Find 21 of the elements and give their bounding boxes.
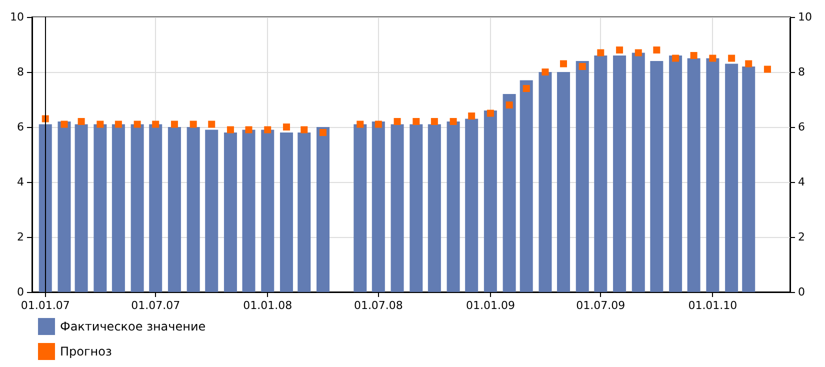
- y2-tick-label: 4: [798, 176, 805, 188]
- x-tick-label: 01.07.09: [576, 299, 626, 312]
- y-tick-label: 6: [17, 120, 24, 134]
- y2-tick-label: 8: [798, 66, 805, 78]
- x-tick-label: 01.01.07: [20, 299, 70, 312]
- legend-label: Фактическое значение: [60, 320, 206, 334]
- y-tick-label: 0: [17, 286, 24, 298]
- x-tick-label: 01.01.10: [688, 299, 738, 312]
- y-tick-label: 2: [17, 230, 24, 244]
- x-tick-label: 01.01.08: [243, 299, 292, 312]
- y-tick-label: 8: [17, 66, 24, 78]
- y2-tick-label: 0: [798, 286, 805, 298]
- y2-tick-label: 6: [798, 120, 805, 134]
- legend-label: Прогноз: [60, 344, 112, 358]
- x-tick-label: 01.01.09: [466, 299, 515, 312]
- x-tick-label: 01.07.08: [354, 299, 403, 312]
- y2-tick-label: 10: [798, 10, 812, 24]
- y-tick-label: 4: [17, 176, 24, 188]
- y2-tick-label: 2: [798, 230, 805, 244]
- x-tick-label: 01.07.07: [131, 299, 180, 312]
- y-tick-label: 10: [10, 10, 24, 24]
